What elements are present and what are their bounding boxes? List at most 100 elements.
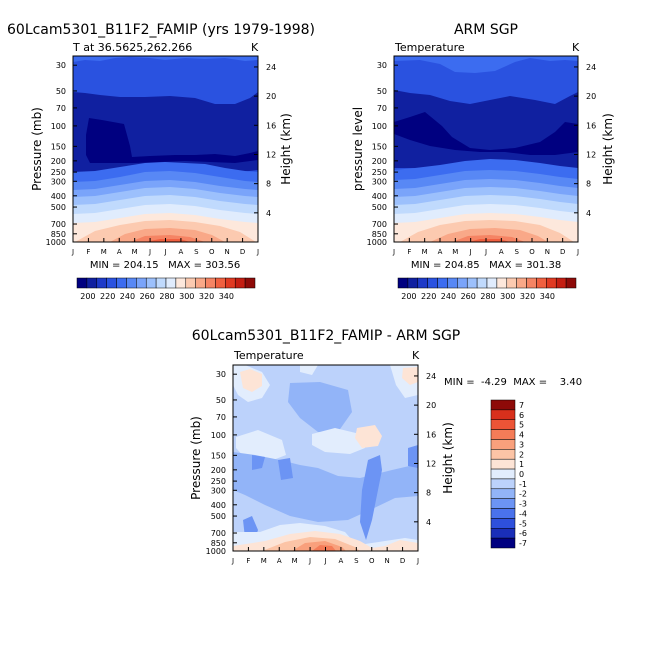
- y-tick-label: 200: [51, 157, 66, 166]
- colorbar-swatch: [185, 277, 196, 289]
- y2-tick-label: 8: [426, 489, 431, 498]
- colorbar-swatch: [165, 277, 177, 289]
- y-tick-label: 250: [51, 168, 66, 177]
- colorbar-label: 280: [480, 292, 495, 301]
- y-tick-label: 70: [56, 104, 66, 113]
- y2-tick-label: 20: [586, 92, 596, 101]
- colorbar-label: 320: [199, 292, 214, 301]
- y-tick-label: 850: [372, 230, 387, 239]
- colorbar-swatch: [490, 399, 516, 411]
- x-tick-label: J: [163, 248, 166, 256]
- x-tick-label: D: [560, 248, 565, 256]
- colorbar-label: 1: [519, 460, 524, 469]
- x-tick-label: A: [438, 248, 443, 256]
- y2-tick-label: 20: [426, 401, 436, 410]
- panel-model-subtitle: T at 36.5625,262.266: [72, 41, 192, 54]
- y-tick-label: 30: [216, 370, 226, 379]
- y-tick-label: 150: [51, 142, 66, 151]
- y2-tick-label: 16: [586, 121, 596, 130]
- colorbar-label: 4: [519, 431, 524, 440]
- panel-diff: 60Lcam5301_B11F2_FAMIP - ARM SGP Tempera…: [189, 328, 582, 565]
- panel-obs-stats: MIN = 204.85 MAX = 301.38: [411, 260, 561, 271]
- y-tick-label: 150: [372, 142, 387, 151]
- colorbar-swatch: [490, 518, 516, 529]
- colorbar-label: 220: [421, 292, 436, 301]
- colorbar-label: 300: [500, 292, 515, 301]
- colorbar-swatch: [225, 277, 236, 289]
- panel-model-y2ticks: 24 20 16 12 8 4: [254, 63, 276, 218]
- colorbar-swatch: [565, 277, 577, 289]
- y-tick-label: 400: [51, 192, 66, 201]
- x-tick-label: O: [209, 248, 215, 256]
- y-tick-label: 250: [372, 168, 387, 177]
- colorbar-label: -5: [519, 519, 527, 528]
- colorbar-swatch: [76, 277, 88, 289]
- colorbar-swatch: [490, 488, 516, 499]
- x-tick-label: D: [400, 557, 405, 565]
- colorbar-swatch: [136, 277, 147, 289]
- panel-model-y2label: Height (km): [279, 113, 293, 184]
- colorbar-swatch: [546, 277, 557, 289]
- y-tick-label: 300: [211, 486, 226, 495]
- y-tick-label: 30: [377, 61, 387, 70]
- colorbar-label: 0: [519, 470, 524, 479]
- x-tick-label: A: [499, 248, 504, 256]
- panel-diff-title: 60Lcam5301_B11F2_FAMIP - ARM SGP: [192, 328, 461, 344]
- y-tick-label: 300: [372, 177, 387, 186]
- colorbar-swatch: [116, 277, 127, 289]
- x-tick-label: N: [225, 248, 230, 256]
- y-tick-label: 700: [372, 220, 387, 229]
- colorbar-swatch: [457, 277, 468, 289]
- panel-obs-colorbar: 200 220 240 260 280 300 320 340: [397, 277, 577, 301]
- x-tick-label: J: [416, 557, 419, 565]
- x-tick-label: J: [484, 248, 487, 256]
- x-tick-label: M: [452, 248, 458, 256]
- panel-diff-ylabel: Pressure (mb): [189, 416, 203, 500]
- colorbar-swatch: [447, 277, 458, 289]
- colorbar-swatch: [155, 277, 167, 289]
- x-tick-label: J: [256, 248, 259, 256]
- colorbar-label: 240: [441, 292, 456, 301]
- x-tick-label: J: [469, 248, 472, 256]
- colorbar-swatch: [205, 277, 216, 289]
- y2-tick-label: 20: [266, 92, 276, 101]
- y2-tick-label: 8: [586, 180, 591, 189]
- colorbar-label: -6: [519, 529, 527, 538]
- y-tick-label: 300: [51, 177, 66, 186]
- panel-diff-y2label: Height (km): [441, 422, 455, 493]
- colorbar-swatch: [427, 277, 438, 289]
- x-tick-label: F: [407, 248, 411, 256]
- colorbar-swatch: [417, 277, 428, 289]
- colorbar-swatch: [175, 277, 187, 289]
- y-tick-label: 50: [216, 396, 226, 405]
- y2-tick-label: 12: [586, 150, 596, 159]
- colorbar-label: -7: [519, 539, 527, 548]
- colorbar-label: 200: [80, 292, 95, 301]
- y2-tick-label: 16: [266, 121, 276, 130]
- x-tick-label: J: [148, 248, 151, 256]
- x-tick-label: O: [369, 557, 375, 565]
- colorbar-swatch: [106, 277, 117, 289]
- colorbar-label: 260: [461, 292, 476, 301]
- y2-tick-label: 16: [426, 430, 436, 439]
- x-tick-label: M: [261, 557, 267, 565]
- panel-model-ylabel: Pressure (mb): [30, 107, 44, 191]
- panel-model-stats: MIN = 204.15 MAX = 303.56: [90, 260, 240, 271]
- x-tick-label: J: [576, 248, 579, 256]
- x-tick-label: D: [240, 248, 245, 256]
- colorbar-swatch: [86, 277, 98, 289]
- colorbar-swatch: [126, 277, 137, 289]
- colorbar-label: 340: [540, 292, 555, 301]
- y-tick-label: 200: [211, 466, 226, 475]
- y2-tick-label: 4: [266, 209, 271, 218]
- colorbar-label: -4: [519, 509, 527, 518]
- y-tick-label: 1000: [46, 238, 66, 247]
- colorbar-swatch: [145, 277, 157, 289]
- colorbar-label: -2: [519, 490, 527, 499]
- y-tick-label: 70: [216, 413, 226, 422]
- y2-tick-label: 12: [266, 150, 276, 159]
- colorbar-swatch: [490, 458, 516, 470]
